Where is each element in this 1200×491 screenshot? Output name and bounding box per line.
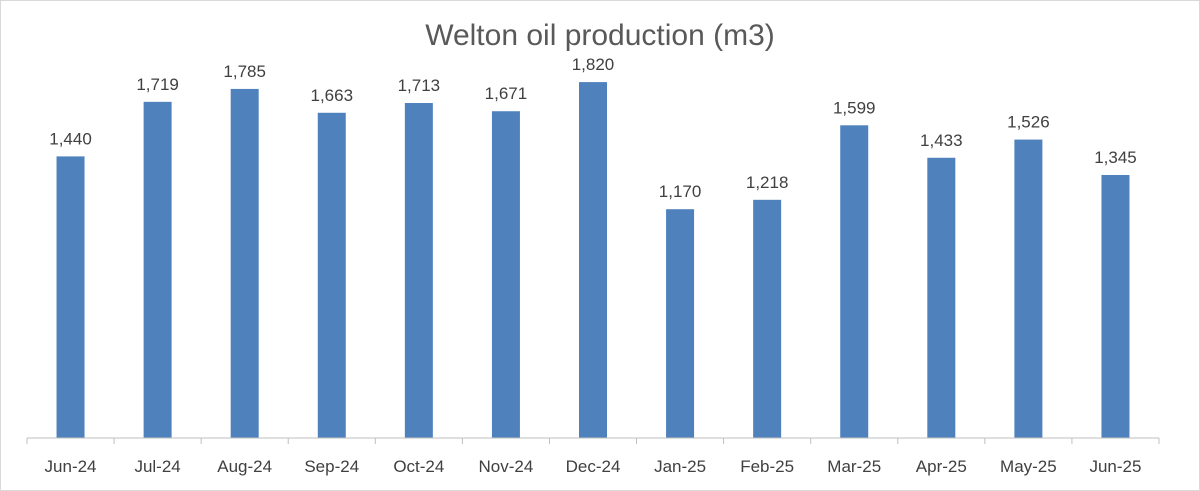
value-label-mar-25: 1,599 <box>833 98 876 117</box>
chart-title: Welton oil production (m3) <box>425 19 775 52</box>
bar-sep-24 <box>317 112 346 439</box>
value-label-jun-24: 1,440 <box>49 129 92 148</box>
x-tick-label-jun-24: Jun-24 <box>45 457 97 476</box>
x-tick-label-may-25: May-25 <box>1000 457 1057 476</box>
bar-feb-25 <box>753 199 782 438</box>
x-tick-label-nov-24: Nov-24 <box>479 457 534 476</box>
value-label-jan-25: 1,170 <box>659 182 702 201</box>
bar-jul-24 <box>143 101 172 438</box>
bar-jun-25 <box>1101 174 1130 438</box>
x-tick-label-aug-24: Aug-24 <box>217 457 272 476</box>
value-label-feb-25: 1,218 <box>746 173 789 192</box>
bar-may-25 <box>1014 139 1043 438</box>
x-tick-label-jul-24: Jul-24 <box>134 457 180 476</box>
value-label-jul-24: 1,719 <box>136 75 179 94</box>
x-axis: Jun-24 Jul-24 Aug-24 Sep-24 Oct-24 Nov-24 Dec-… <box>26 437 1160 476</box>
bar-mar-25 <box>840 125 869 438</box>
bar-apr-25 <box>927 157 956 438</box>
bar-jan-25 <box>666 209 695 438</box>
value-label-jun-25: 1,345 <box>1094 148 1137 167</box>
x-tick-label-sep-24: Sep-24 <box>304 457 359 476</box>
bar-aug-24 <box>230 88 259 438</box>
value-label-oct-24: 1,713 <box>398 76 441 95</box>
bar-dec-24 <box>579 82 607 438</box>
x-tick-label-apr-25: Apr-25 <box>916 457 967 476</box>
value-label-aug-24: 1,785 <box>223 62 266 81</box>
value-label-may-25: 1,526 <box>1007 113 1050 132</box>
bars-layer <box>56 82 1130 439</box>
x-tick-label-jan-25: Jan-25 <box>654 457 706 476</box>
bar-jun-24 <box>56 156 85 438</box>
value-label-dec-24: 1,820 <box>572 55 615 74</box>
x-tick-label-jun-25: Jun-25 <box>1089 457 1141 476</box>
bar-oct-24 <box>404 103 433 438</box>
value-label-sep-24: 1,663 <box>310 86 353 105</box>
x-tick-label-feb-25: Feb-25 <box>740 457 794 476</box>
x-tick-label-mar-25: Mar-25 <box>827 457 881 476</box>
x-tick-label-dec-24: Dec-24 <box>566 457 621 476</box>
value-label-apr-25: 1,433 <box>920 131 963 150</box>
value-label-nov-24: 1,671 <box>485 84 528 103</box>
bar-nov-24 <box>491 111 520 438</box>
value-labels-layer: 1,440 1,719 1,785 1,663 1,713 1,671 1,820 1,170… <box>49 55 1136 201</box>
x-tick-label-oct-24: Oct-24 <box>393 457 444 476</box>
